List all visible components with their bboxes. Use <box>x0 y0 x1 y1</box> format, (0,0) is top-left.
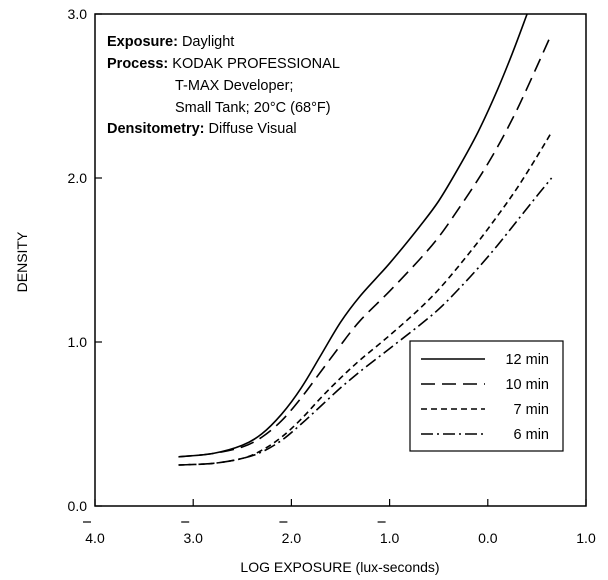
x-tick-label: 2.0 <box>282 530 302 546</box>
curve-6-min <box>178 177 553 466</box>
x-tick-label: 1.0 <box>380 530 400 546</box>
legend-label: 12 min <box>505 352 549 368</box>
x-tick-label: 1.0 <box>576 530 596 546</box>
curve-10-min <box>178 33 553 458</box>
note-line: Densitometry: Diffuse Visual <box>107 121 297 137</box>
note-text: KODAK PROFESSIONAL <box>168 56 340 72</box>
y-tick-label: 2.0 <box>68 170 88 186</box>
note-line: Small Tank; 20°C (68°F) <box>175 100 331 116</box>
x-axis-ticks: 4.0 3.0 2.0 1.0 0.0 1.0 <box>83 499 596 546</box>
x-tick-label: 4.0 <box>85 530 105 546</box>
note-label: Densitometry: <box>107 121 205 137</box>
curves <box>178 14 553 466</box>
note-text: Diffuse Visual <box>205 121 297 137</box>
note-label: Process: <box>107 56 168 72</box>
x-tick-label: 0.0 <box>478 530 498 546</box>
legend-label: 7 min <box>514 402 549 418</box>
note-text: Small Tank; 20°C (68°F) <box>175 100 331 116</box>
note-label: Exposure: <box>107 34 178 50</box>
process-notes: Exposure: Daylight Process: KODAK PROFESS… <box>107 34 340 137</box>
x-tick-label: 3.0 <box>183 530 203 546</box>
x-axis-label: LOG EXPOSURE (lux-seconds) <box>240 559 439 575</box>
curve-7-min <box>178 131 553 466</box>
y-tick-label: 0.0 <box>68 498 88 514</box>
legend-label: 6 min <box>514 427 549 443</box>
y-tick-label: 3.0 <box>68 6 88 22</box>
note-line: T-MAX Developer; <box>175 78 293 94</box>
legend-label: 10 min <box>505 377 549 393</box>
y-axis-ticks: 0.0 1.0 2.0 3.0 <box>68 6 102 514</box>
curve-12-min <box>178 14 528 458</box>
y-tick-label: 1.0 <box>68 334 88 350</box>
note-line: Exposure: Daylight <box>107 34 234 50</box>
legend: 12 min 10 min 7 min 6 min <box>409 340 564 452</box>
note-text: Daylight <box>178 34 234 50</box>
note-line: Process: KODAK PROFESSIONAL <box>107 56 340 72</box>
y-axis-label: DENSITY <box>14 231 30 292</box>
note-text: T-MAX Developer; <box>175 78 293 94</box>
